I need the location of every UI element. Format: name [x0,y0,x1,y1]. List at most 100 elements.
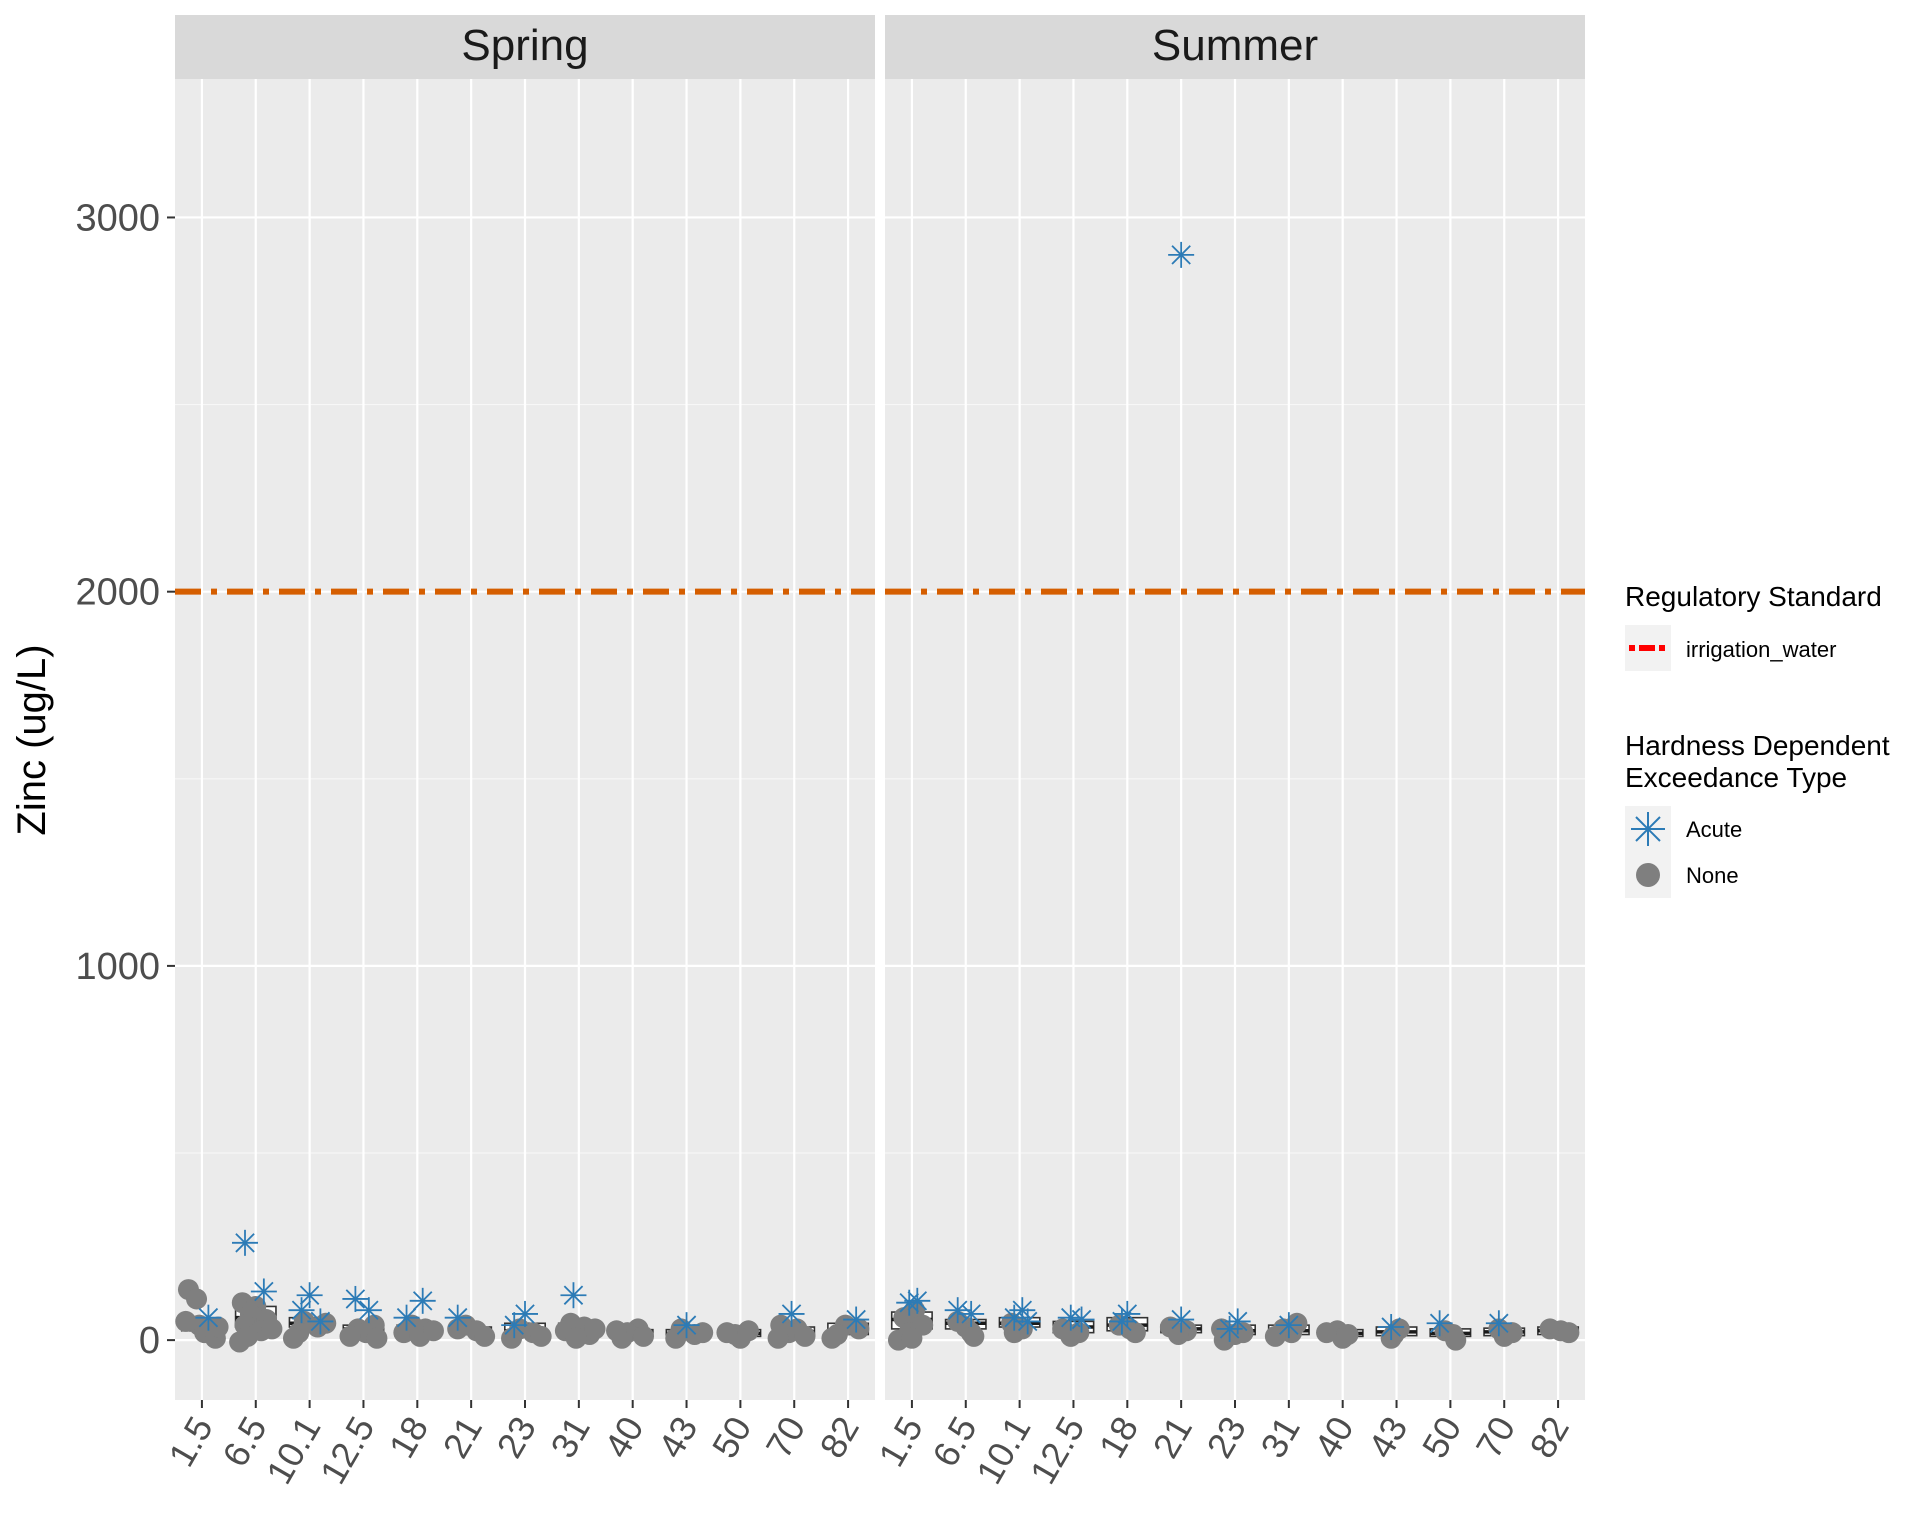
point-acute [778,1300,805,1327]
point-none [393,1322,415,1344]
point-acute [1168,241,1195,268]
point-acute-stroke [961,1304,981,1324]
point-none [186,1288,208,1310]
y-tick-label: 0 [139,1320,160,1362]
point-acute [673,1312,700,1339]
strip-label-spring: Spring [461,21,588,70]
point-acute-stroke [781,1304,802,1324]
strip-label-summer: Summer [1152,21,1318,70]
point-acute-stroke [1004,1307,1024,1328]
point-none [474,1325,496,1347]
point-none [606,1320,628,1342]
point-none [1264,1325,1286,1347]
point-none [229,1331,251,1353]
point-acute [1014,1308,1041,1335]
point-none [963,1325,985,1347]
point-none [339,1325,361,1347]
y-tick-label: 2000 [75,572,160,614]
point-acute-stroke [1489,1313,1509,1334]
point-acute-stroke [235,1233,255,1253]
point-acute-stroke [198,1307,219,1328]
point-acute-stroke [1071,1309,1092,1330]
point-acute-stroke [291,1300,312,1320]
point-acute-stroke [504,1315,524,1335]
point-acute [1168,1306,1195,1333]
point-acute [250,1278,277,1305]
strip-spring [175,15,875,79]
point-none [1167,1324,1189,1346]
point-none [767,1327,789,1349]
y-tick-label: 1000 [75,946,160,988]
legend-title-exceedance-line2: Exceedance Type [1625,762,1847,793]
point-none [366,1327,388,1349]
point-acute-stroke [1219,1319,1240,1339]
point-acute [1275,1312,1302,1339]
point-acute-stroke [359,1300,379,1320]
point-acute [232,1229,258,1256]
point-acute [296,1282,323,1309]
point-acute [958,1300,985,1327]
point-acute [288,1297,315,1324]
point-acute [843,1306,870,1333]
point-acute-stroke [1171,245,1191,265]
point-acute-stroke [299,1285,320,1305]
point-none [665,1327,687,1349]
point-acute [307,1308,334,1335]
acute-points-spring [195,1229,870,1339]
none-points-spring [175,1279,870,1353]
point-none [1213,1329,1235,1351]
point-none [584,1318,606,1340]
point-acute-stroke [1171,1309,1191,1330]
point-acute-stroke [1061,1307,1081,1328]
legend-title-exceedance-line1: Hardness Dependent [1625,730,1890,761]
y-tick-label: 3000 [75,197,160,239]
point-acute-stroke [1279,1315,1299,1335]
point-acute [1108,1308,1135,1335]
point-none [1060,1325,1082,1347]
point-acute-stroke [947,1300,968,1320]
point-none [794,1325,816,1347]
point-acute-stroke [676,1315,697,1335]
point-none [282,1327,304,1349]
y-axis: 0 1000 2000 3000 [75,197,175,1362]
legend-title-regulatory: Regulatory Standard [1625,581,1882,612]
point-acute [1068,1306,1095,1333]
point-none [1003,1322,1025,1344]
point-none [1124,1322,1146,1344]
point-none [261,1318,283,1340]
point-none [848,1318,870,1340]
legend-label-acute: Acute [1686,817,1742,842]
point-none [1316,1322,1338,1344]
legend-none-icon [1636,863,1660,887]
point-acute-stroke [907,1291,928,1311]
point-acute-stroke [1381,1317,1401,1337]
legend-label-none: None [1686,863,1739,888]
point-acute [501,1312,528,1339]
point-none [632,1325,654,1347]
point-acute [409,1287,436,1314]
point-acute [195,1304,222,1331]
point-acute-stroke [254,1281,274,1302]
point-acute [1216,1315,1243,1342]
legend-acute-icon [1631,812,1665,846]
point-acute [1485,1310,1512,1337]
point-acute [1114,1300,1141,1327]
point-none [901,1327,923,1349]
point-none [821,1327,843,1349]
point-none [692,1322,714,1344]
point-none [1332,1327,1354,1349]
point-acute-stroke [396,1307,417,1328]
point-none [565,1327,587,1349]
point-acute-stroke [412,1291,433,1311]
point-acute [355,1297,382,1324]
point-none [1558,1322,1580,1344]
point-acute [1426,1310,1453,1337]
point-none [1232,1322,1254,1344]
point-none [530,1325,552,1347]
point-acute [444,1304,471,1331]
point-acute [560,1282,587,1309]
point-acute-stroke [1429,1313,1450,1334]
